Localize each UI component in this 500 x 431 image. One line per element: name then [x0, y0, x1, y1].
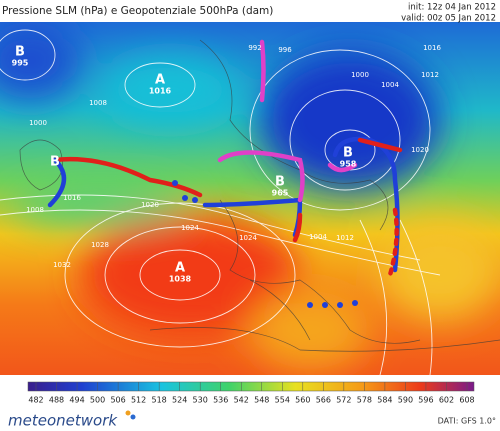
title: Pressione SLM (hPa) e Geopotenziale 500h…	[2, 5, 273, 17]
center-letter: B	[343, 146, 353, 161]
isobar-label: 1008	[89, 99, 107, 107]
isobar-label: 1004	[309, 233, 327, 241]
center-letter: A	[155, 73, 165, 88]
isobars	[0, 29, 441, 375]
colorbar-label: 566	[316, 396, 331, 405]
isobar-label: 1032	[53, 261, 71, 269]
logo-dot	[125, 410, 131, 416]
init-time: init: 12z 04 Jan 2012	[408, 3, 496, 13]
isobar-label: 1000	[29, 119, 47, 127]
colorbar-label: 548	[254, 396, 269, 405]
colorbar	[27, 381, 475, 392]
colorbar-label: 488	[49, 396, 64, 405]
colorbar-label: 596	[418, 396, 433, 405]
isobar-label: 996	[278, 46, 292, 54]
center-value: 1016	[149, 87, 172, 96]
fronts	[47, 39, 403, 278]
isobar-label: 1016	[63, 194, 81, 202]
colorbar-label: 554	[275, 396, 290, 405]
isobar-label: 1016	[423, 44, 441, 52]
colorbar-label: 506	[110, 396, 125, 405]
colorbar-label: 500	[90, 396, 105, 405]
isobar-label: 1000	[351, 71, 369, 79]
colorbar-label: 524	[172, 396, 187, 405]
isobar-label: 992	[248, 44, 261, 52]
logo: meteonetwork	[8, 412, 118, 430]
center-letter: A	[175, 261, 185, 276]
colorbar-label: 578	[357, 396, 372, 405]
colorbar-label: 602	[439, 396, 454, 405]
logo-dot	[130, 414, 136, 420]
colorbar-label: 482	[28, 396, 43, 405]
center-value: 995	[12, 59, 29, 68]
colorbar-label: 512	[131, 396, 146, 405]
isobar-label: 1020	[411, 146, 429, 154]
colorbar-label: 536	[213, 396, 228, 405]
colorbar-label: 572	[336, 396, 351, 405]
colorbar-label: 584	[377, 396, 392, 405]
data-source: DATI: GFS 1.0°	[438, 417, 496, 426]
colorbar-label: 590	[398, 396, 413, 405]
colorbar-label: 530	[193, 396, 208, 405]
valid-time: valid: 00z 05 Jan 2012	[401, 14, 496, 24]
isobar-labels: 992 996 1000 1004 1012 1016 1008 1000 1008 1016 10…	[26, 44, 441, 269]
map: 992 996 1000 1004 1012 1016 1008 1000 1008 1016 10…	[0, 22, 500, 375]
colorbar-label: 518	[152, 396, 167, 405]
isobar-label: 1012	[336, 234, 354, 242]
colorbar-label: 560	[295, 396, 310, 405]
center-value: 1038	[169, 275, 192, 284]
isobar-label: 1004	[381, 81, 399, 89]
isobar-label: 1012	[421, 71, 439, 79]
center-letter: B	[50, 155, 60, 170]
isobar-label: 1020	[141, 201, 159, 209]
isobar-label: 1024	[181, 224, 199, 232]
front-dots	[172, 180, 358, 308]
center-value: 965	[272, 189, 289, 198]
colorbar-label: 542	[234, 396, 249, 405]
center-letter: B	[15, 45, 25, 60]
center-value: 958	[340, 160, 357, 169]
colorbar-label: 494	[69, 396, 84, 405]
isobar-label: 1008	[26, 206, 44, 214]
isobar-label: 1024	[239, 234, 257, 242]
colorbar-ticks: 482 488 494 500 506 512 518 524 530 536 542 548 554 5…	[28, 382, 475, 405]
colorbar-label: 608	[459, 396, 474, 405]
isobar-label: 1028	[91, 241, 109, 249]
center-letter: B	[275, 175, 285, 190]
